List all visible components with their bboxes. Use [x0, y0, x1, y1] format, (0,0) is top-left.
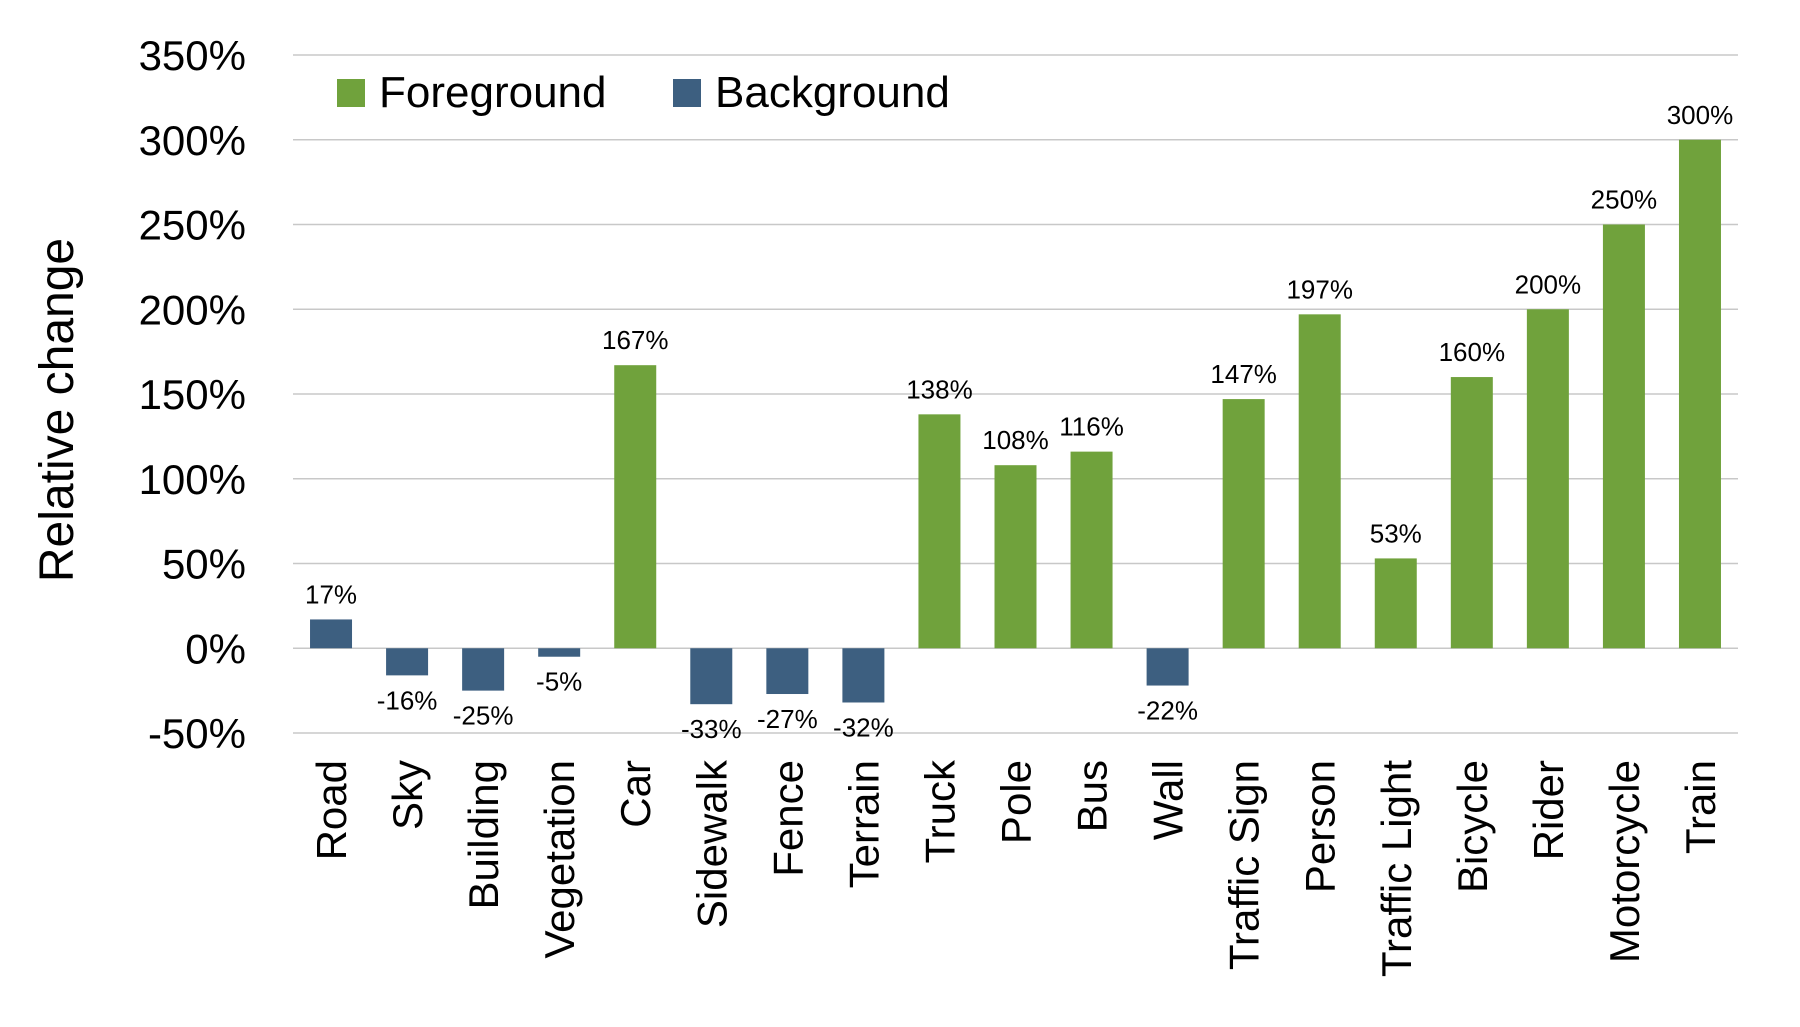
category-label: Truck [916, 759, 963, 863]
data-labels: 17% -16% -25% -5% 167% -33% -27% -32% 138% 108% 11… [305, 100, 1733, 744]
y-axis-tick-labels: -50% 0% 50% 100% 150% 200% 250% 300% 350% [139, 32, 246, 757]
category-label: Train [1677, 760, 1724, 854]
category-label: Person [1297, 760, 1344, 893]
bar-traffic-sign [1222, 399, 1265, 649]
bar-traffic-light [1374, 558, 1417, 649]
legend: Foreground Background [337, 68, 950, 117]
data-label: 53% [1370, 518, 1422, 548]
legend-swatch-foreground [337, 79, 365, 107]
bar-rider [1526, 309, 1569, 649]
bar-bicycle [1450, 377, 1493, 649]
data-label: -27% [757, 704, 818, 734]
bar-truck [918, 414, 961, 649]
data-label: -16% [377, 685, 438, 715]
bar-building [462, 648, 505, 691]
category-label: Bicycle [1449, 760, 1496, 893]
category-label: Road [308, 760, 355, 860]
category-label: Traffic Light [1373, 760, 1420, 977]
data-label: 197% [1286, 274, 1353, 304]
y-tick-label: 150% [139, 371, 246, 418]
legend-label: Foreground [379, 68, 606, 117]
bar-train [1678, 139, 1721, 649]
y-tick-label: 50% [162, 541, 246, 588]
data-label: 147% [1210, 359, 1277, 389]
category-label: Sky [384, 760, 431, 830]
legend-swatch-background [673, 79, 701, 107]
data-label: 17% [305, 579, 357, 609]
data-label: 300% [1667, 100, 1734, 130]
bar-terrain [842, 648, 885, 703]
category-label: Fence [764, 760, 811, 877]
y-tick-label: -50% [148, 710, 246, 757]
bar-fence [766, 648, 809, 695]
data-label: 167% [602, 325, 669, 355]
category-label: Sidewalk [688, 759, 735, 928]
category-label: Vegetation [536, 760, 583, 959]
category-label: Pole [993, 760, 1040, 844]
data-label: 116% [1059, 412, 1124, 442]
y-tick-label: 300% [139, 117, 246, 164]
data-label: -32% [833, 712, 894, 742]
category-label: Bus [1069, 760, 1116, 832]
y-tick-label: 350% [139, 32, 246, 79]
legend-label: Background [715, 68, 950, 117]
category-label: Wall [1145, 760, 1192, 840]
y-axis-title: Relative change [31, 238, 84, 582]
data-label: 160% [1439, 337, 1506, 367]
bars [310, 139, 1721, 705]
category-label: Building [460, 760, 507, 909]
bar-sky [386, 648, 429, 676]
bar-road [310, 619, 353, 649]
data-label: -33% [681, 714, 742, 744]
bar-bus [1070, 451, 1113, 649]
data-label: -25% [453, 701, 514, 731]
category-label: Car [612, 760, 659, 828]
y-tick-label: 0% [185, 625, 246, 672]
bar-car [614, 365, 657, 649]
category-label: Terrain [840, 760, 887, 888]
y-tick-label: 250% [139, 202, 246, 249]
bar-wall [1146, 648, 1189, 686]
category-labels: Road Sky Building Vegetation Car Sidewalk Fenc… [308, 759, 1724, 977]
y-tick-label: 200% [139, 286, 246, 333]
data-label: -5% [536, 667, 582, 697]
data-label: 200% [1515, 269, 1582, 299]
y-tick-label: 100% [139, 456, 246, 503]
bar-sidewalk [690, 648, 733, 705]
data-label: 138% [906, 374, 973, 404]
bar-pole [994, 465, 1037, 649]
bar-vegetation [538, 648, 581, 657]
data-label: 250% [1591, 185, 1658, 215]
category-label: Traffic Sign [1221, 760, 1268, 970]
category-label: Motorcycle [1601, 760, 1648, 963]
bar-person [1298, 314, 1341, 649]
data-label: -22% [1137, 696, 1198, 726]
bar-motorcycle [1602, 224, 1645, 649]
data-label: 108% [982, 425, 1049, 455]
gridlines [293, 54, 1738, 734]
category-label: Rider [1525, 760, 1572, 860]
